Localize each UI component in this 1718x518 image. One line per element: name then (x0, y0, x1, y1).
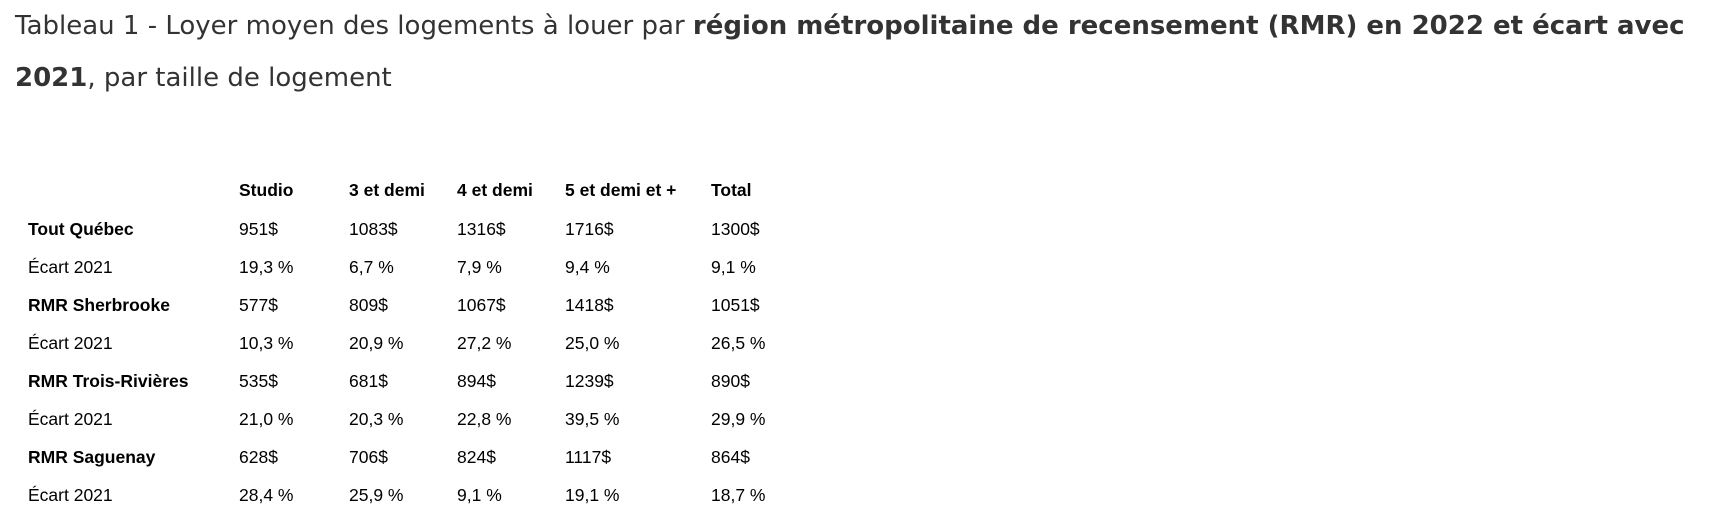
table-row: RMR Sherbrooke 577$ 809$ 1067$ 1418$ 105… (20, 286, 799, 324)
table-row: Tout Québec 951$ 1083$ 1316$ 1716$ 1300$ (20, 210, 799, 248)
row-label: Écart 2021 (28, 484, 113, 505)
caption-bold: région métropolitaine de recensement (RM… (15, 11, 1685, 93)
table-row: RMR Saguenay 628$ 706$ 824$ 1117$ 864$ (20, 438, 799, 476)
table-row: Écart 2021 19,3 % 6,7 % 7,9 % 9,4 % 9,1 … (20, 248, 799, 286)
row-label: RMR Saguenay (28, 446, 156, 467)
table-row: RMR Trois-Rivières 535$ 681$ 894$ 1239$ … (20, 362, 799, 400)
table-cell: 20,9 % (349, 332, 404, 353)
table-cell: 9,1 % (457, 484, 502, 505)
table-cell: 7,9 % (457, 256, 502, 277)
row-label: Écart 2021 (28, 332, 113, 353)
caption-suffix: , par taille de logement (87, 63, 392, 93)
table-cell: 1300$ (711, 218, 760, 239)
table-cell: 39,5 % (565, 408, 620, 429)
table-cell: 890$ (711, 370, 750, 391)
table-cell: 681$ (349, 370, 388, 391)
table-caption: Tableau 1 - Loyer moyen des logements à … (15, 0, 1715, 104)
corner-cell (20, 170, 231, 210)
table-cell: 9,4 % (565, 256, 610, 277)
table-row: Écart 2021 21,0 % 20,3 % 22,8 % 39,5 % 2… (20, 400, 799, 438)
table-row: Écart 2021 10,3 % 20,9 % 27,2 % 25,0 % 2… (20, 324, 799, 362)
table-cell: 20,3 % (349, 408, 404, 429)
table-cell: 1316$ (457, 218, 506, 239)
row-label: RMR Sherbrooke (28, 294, 170, 315)
row-label: Écart 2021 (28, 256, 113, 277)
table-cell: 26,5 % (711, 332, 766, 353)
table-cell: 25,9 % (349, 484, 404, 505)
header-row: Studio 3 et demi 4 et demi 5 et demi et … (20, 170, 799, 210)
column-header-total: Total (711, 179, 752, 200)
column-header-5-et-demi: 5 et demi et + (565, 179, 677, 200)
table-row: Écart 2021 28,4 % 25,9 % 9,1 % 19,1 % 18… (20, 476, 799, 514)
table-cell: 18,7 % (711, 484, 766, 505)
column-header-3-et-demi: 3 et demi (349, 179, 425, 200)
table-cell: 809$ (349, 294, 388, 315)
table-cell: 1239$ (565, 370, 614, 391)
row-label: Tout Québec (28, 218, 134, 239)
table-cell: 706$ (349, 446, 388, 467)
table-cell: 19,3 % (239, 256, 294, 277)
table-cell: 27,2 % (457, 332, 512, 353)
table-cell: 824$ (457, 446, 496, 467)
table-cell: 25,0 % (565, 332, 620, 353)
table-cell: 28,4 % (239, 484, 294, 505)
table-cell: 1083$ (349, 218, 398, 239)
table-cell: 19,1 % (565, 484, 620, 505)
table-cell: 1716$ (565, 218, 614, 239)
caption-prefix: Tableau 1 - Loyer moyen des logements à … (15, 11, 693, 41)
table-cell: 1067$ (457, 294, 506, 315)
table-cell: 951$ (239, 218, 278, 239)
table-cell: 6,7 % (349, 256, 394, 277)
table-cell: 864$ (711, 446, 750, 467)
table-cell: 894$ (457, 370, 496, 391)
table-cell: 10,3 % (239, 332, 294, 353)
row-label: RMR Trois-Rivières (28, 370, 189, 391)
table-cell: 1051$ (711, 294, 760, 315)
column-header-4-et-demi: 4 et demi (457, 179, 533, 200)
table-cell: 577$ (239, 294, 278, 315)
table-cell: 1418$ (565, 294, 614, 315)
rent-table: Studio 3 et demi 4 et demi 5 et demi et … (20, 170, 799, 514)
column-header-studio: Studio (239, 179, 294, 200)
table-cell: 9,1 % (711, 256, 756, 277)
table-cell: 628$ (239, 446, 278, 467)
row-label: Écart 2021 (28, 408, 113, 429)
table-cell: 21,0 % (239, 408, 294, 429)
table-cell: 535$ (239, 370, 278, 391)
table-cell: 29,9 % (711, 408, 766, 429)
table-cell: 1117$ (565, 446, 612, 467)
table-cell: 22,8 % (457, 408, 512, 429)
